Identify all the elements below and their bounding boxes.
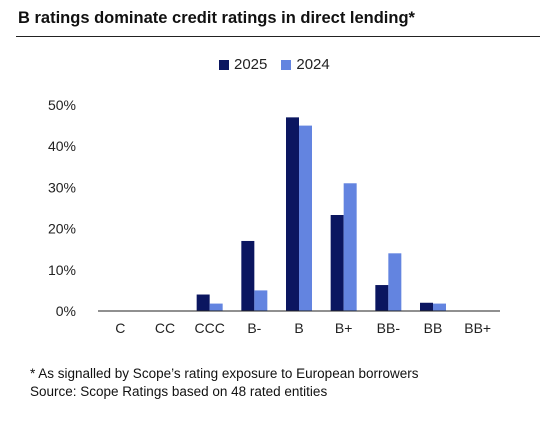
y-tick-label: 10%: [48, 262, 76, 278]
x-tick-label: CC: [155, 320, 175, 336]
legend-swatch-2025: [219, 59, 229, 70]
legend-item-2025: 2025: [219, 56, 267, 73]
legend-label-2025: 2025: [234, 56, 268, 73]
y-tick-label: 30%: [48, 179, 76, 195]
x-tick-label: B-: [247, 320, 261, 336]
y-tick-label: 40%: [48, 138, 76, 154]
bar-2024-BB: [433, 303, 446, 311]
footnotes: * As signalled by Scope’s rating exposur…: [30, 365, 418, 401]
x-tick-label: BB: [424, 320, 443, 336]
legend: 2025 2024: [219, 56, 344, 73]
x-tick-label: BB+: [464, 320, 491, 336]
x-tick-label: C: [115, 320, 125, 336]
bar-2024-B-: [254, 290, 268, 311]
bar-2025-BB-: [375, 285, 389, 311]
y-tick-label: 0%: [56, 303, 76, 319]
bar-2024-B+: [343, 183, 357, 311]
bar-2024-B: [299, 125, 312, 311]
bar-2025-CCC: [196, 294, 210, 311]
x-tick-label: CCC: [194, 320, 224, 336]
bar-2025-B: [286, 117, 299, 311]
bar-2025-B-: [241, 240, 255, 311]
legend-label-2024: 2024: [296, 56, 330, 73]
title-divider: [16, 36, 540, 37]
chart-title: B ratings dominate credit ratings in dir…: [18, 9, 415, 27]
bar-2024-BB-: [388, 253, 402, 311]
bar-2024-CCC: [209, 303, 223, 311]
bar-2025-B+: [330, 215, 344, 311]
footnote-source: Source: Scope Ratings based on 48 rated …: [30, 384, 328, 399]
y-tick-label: 20%: [48, 221, 76, 237]
x-tick-label: BB-: [377, 320, 401, 336]
bar-2025-BB: [420, 302, 433, 311]
x-tick-label: B+: [335, 320, 353, 336]
x-tick-label: B: [294, 320, 303, 336]
legend-swatch-2024: [281, 59, 292, 70]
footnote-asterisk: * As signalled by Scope’s rating exposur…: [30, 366, 419, 381]
y-tick-label: 50%: [48, 97, 76, 113]
legend-item-2024: 2024: [281, 56, 330, 73]
